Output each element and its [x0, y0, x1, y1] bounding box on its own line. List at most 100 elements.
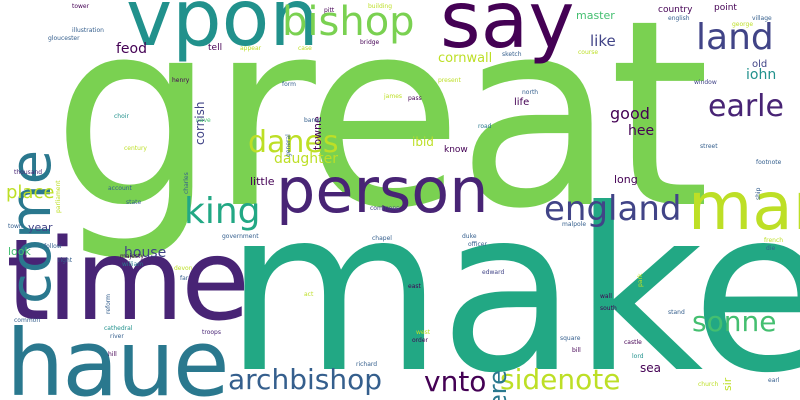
word-make: make: [224, 161, 800, 400]
word-point: point: [714, 3, 737, 13]
word-earl: earl: [768, 377, 780, 384]
word-north: north: [522, 89, 539, 96]
word-sketch: sketch: [502, 51, 522, 58]
word-bishop: bishop: [282, 0, 415, 45]
word-master: master: [576, 9, 615, 22]
word-troops: troops: [202, 329, 221, 336]
word-officer: officer: [468, 241, 487, 248]
word-person: person: [276, 154, 489, 227]
word-lord: lord: [632, 353, 644, 360]
word-archbishop: archbishop: [228, 363, 382, 396]
word-appear: appear: [240, 45, 262, 52]
word-man: man: [688, 168, 800, 245]
word-place: place: [6, 182, 55, 203]
word-french: french: [764, 237, 784, 244]
word-sea: sea: [640, 361, 661, 375]
word-danes: danes: [248, 125, 339, 160]
word-footnote: footnote: [756, 159, 782, 166]
word-pitt: pitt: [324, 7, 335, 14]
word-devon: devon: [174, 265, 193, 272]
word-malpole: malpole: [562, 221, 587, 228]
word-vnto: vnto: [424, 365, 487, 398]
word-nave: nave: [196, 117, 211, 124]
word-bill: bill: [572, 347, 581, 354]
word-case: case: [298, 45, 312, 52]
word-george: george: [732, 21, 754, 28]
word-majesty: majesty: [120, 253, 144, 260]
word-look: look: [8, 245, 31, 258]
word-richard: richard: [356, 361, 378, 368]
word-sonne: sonne: [692, 305, 777, 338]
word-castle: castle: [624, 339, 642, 346]
word-wall: wall: [600, 293, 612, 300]
word-account: account: [108, 185, 132, 192]
word-daughter: daughter: [274, 151, 338, 167]
word-house: house: [124, 245, 167, 261]
word-country: country: [658, 5, 693, 15]
word-henry: henry: [172, 77, 190, 84]
word-english: english: [668, 15, 690, 22]
word-street: street: [700, 143, 718, 150]
word-die: die: [766, 245, 776, 252]
word-ship: ship: [755, 188, 762, 201]
word-reform: reform: [105, 294, 112, 315]
word-cornwall: cornwall: [438, 51, 493, 66]
word-illustration: illustration: [72, 27, 104, 34]
word-sir: sir: [721, 378, 734, 392]
word-general: general: [285, 134, 292, 157]
word-great: great: [52, 0, 710, 265]
word-duke: duke: [462, 233, 477, 240]
word-pass: pass: [408, 95, 422, 102]
word-form: form: [282, 81, 296, 88]
word-charles: charles: [183, 172, 190, 194]
word-stand: stand: [668, 309, 685, 316]
word-century: century: [124, 145, 147, 152]
word-ibid: ibid: [412, 135, 434, 149]
word-yere: y͛ere: [484, 370, 512, 400]
word-choir: choir: [114, 113, 129, 120]
word-town: town: [8, 223, 23, 230]
word-gloucester: gloucester: [48, 35, 80, 42]
word-land: land: [696, 17, 774, 58]
word-order: order: [412, 337, 428, 344]
word-william: william: [122, 261, 144, 268]
word-long: long: [614, 173, 638, 186]
word-hill: hill: [108, 351, 117, 358]
word-england: england: [544, 189, 682, 229]
word-act: act: [304, 291, 314, 298]
word-baron: baron: [304, 117, 322, 124]
word-west: west: [416, 329, 431, 336]
word-state: state: [126, 199, 142, 206]
word-cathedral: cathedral: [104, 325, 133, 332]
word-road: road: [478, 123, 492, 130]
word-east: east: [408, 283, 421, 290]
word-earle: earle: [708, 89, 784, 124]
word-john: iohn: [746, 67, 777, 83]
word-hee: hee: [628, 123, 655, 139]
word-james: james: [384, 93, 403, 100]
word-thousand: thousand: [14, 169, 43, 176]
word-good: good: [610, 104, 650, 123]
word-sidenote: sidenote: [500, 363, 621, 396]
word-present: present: [438, 77, 461, 84]
word-old: old: [752, 59, 768, 70]
word-course: course: [578, 49, 599, 56]
word-know: know: [444, 145, 468, 155]
word-south: south: [600, 305, 617, 312]
word-commons: commons: [370, 205, 400, 212]
word-park: park: [637, 274, 644, 288]
word-vpon: vpon: [126, 0, 319, 64]
word-window: window: [694, 79, 717, 86]
word-church: church: [698, 381, 719, 388]
word-chapel: chapel: [372, 235, 392, 242]
word-like: like: [590, 32, 616, 50]
word-edward: edward: [482, 269, 505, 276]
word-right: right: [58, 257, 73, 264]
word-year: year: [28, 221, 53, 234]
word-time: time: [6, 216, 250, 346]
word-square: square: [560, 335, 581, 342]
word-bridge: bridge: [360, 39, 380, 46]
word-follow: follow: [44, 243, 62, 250]
word-say: say: [440, 0, 575, 66]
word-little: little: [250, 175, 275, 188]
